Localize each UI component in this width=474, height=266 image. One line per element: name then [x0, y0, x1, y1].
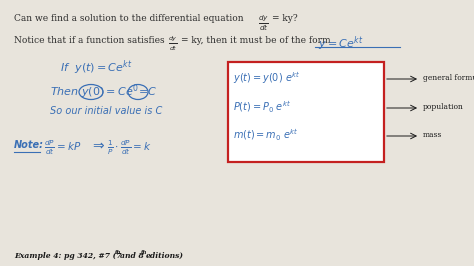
Text: $P(t) = P_0\ e^{kt}$: $P(t) = P_0\ e^{kt}$	[233, 100, 291, 115]
Text: $y = Ce^{kt}$: $y = Ce^{kt}$	[318, 34, 364, 53]
Text: So our initial value is C: So our initial value is C	[50, 106, 162, 116]
Text: $y(t) = y(0)\ e^{kt}$: $y(t) = y(0)\ e^{kt}$	[233, 70, 301, 86]
Text: th: th	[115, 250, 121, 255]
Text: $If\ \ y(t) = Ce^{kt}$: $If\ \ y(t) = Ce^{kt}$	[60, 58, 133, 77]
Text: mass: mass	[423, 131, 442, 139]
Text: $\Rightarrow$: $\Rightarrow$	[90, 138, 106, 152]
Text: $\frac{dy}{dt}$: $\frac{dy}{dt}$	[258, 13, 269, 33]
Text: $Then\ y(0) = Ce^{0} \!=\! C$: $Then\ y(0) = Ce^{0} \!=\! C$	[50, 82, 157, 101]
Text: Can we find a solution to the differential equation: Can we find a solution to the differenti…	[14, 14, 244, 23]
Text: editions): editions)	[146, 252, 184, 260]
Text: and 8: and 8	[120, 252, 144, 260]
Text: Notice that if a function satisfies: Notice that if a function satisfies	[14, 36, 164, 45]
Text: general formula: general formula	[423, 74, 474, 82]
Text: $\frac{dy}{dt}$: $\frac{dy}{dt}$	[168, 35, 178, 53]
Text: Example 4: pg 342, #7 (7: Example 4: pg 342, #7 (7	[14, 252, 121, 260]
Text: Note:: Note:	[14, 140, 44, 150]
Text: $\frac{dP}{dt} = kP$: $\frac{dP}{dt} = kP$	[44, 139, 81, 157]
Text: th: th	[141, 250, 147, 255]
Text: = ky, then it must be of the form: = ky, then it must be of the form	[181, 36, 331, 45]
Bar	[228, 62, 384, 162]
Text: = ky?: = ky?	[272, 14, 298, 23]
Text: $\frac{1}{P} \cdot \frac{dP}{dt} = k$: $\frac{1}{P} \cdot \frac{dP}{dt} = k$	[107, 139, 152, 157]
Text: $m(t) = m_0\ e^{kt}$: $m(t) = m_0\ e^{kt}$	[233, 128, 299, 143]
Text: population: population	[423, 103, 464, 111]
